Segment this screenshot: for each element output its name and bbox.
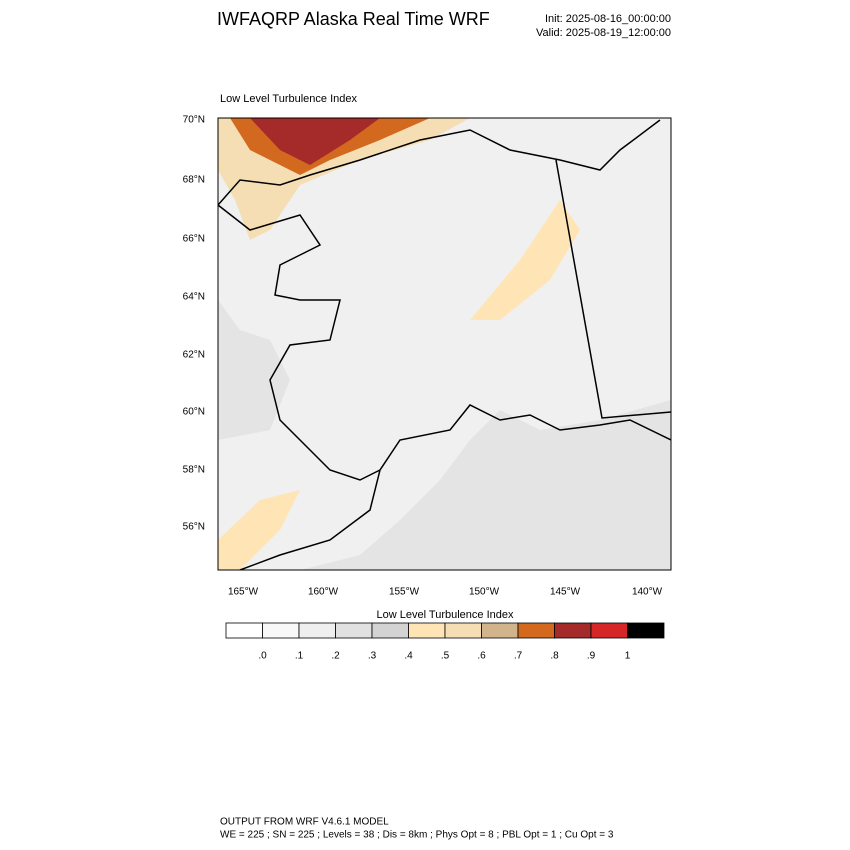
colorbar-label: .5 (441, 651, 450, 662)
lon-label: 160°W (308, 587, 339, 598)
colorbar-box (554, 622, 592, 639)
colorbar-box (627, 622, 665, 639)
lon-label: 165°W (228, 587, 259, 598)
colorbar-box (225, 622, 263, 639)
lat-label: 68°N (183, 175, 205, 186)
lat-label: 60°N (183, 407, 205, 418)
lon-label: 140°W (632, 587, 663, 598)
lon-label: 145°W (550, 587, 581, 598)
lat-label: 62°N (183, 350, 205, 361)
lat-label: 58°N (183, 465, 205, 476)
colorbar-box (481, 622, 519, 639)
valid-time: Valid: 2025-08-19_12:00:00 (536, 27, 671, 39)
colorbar-box (262, 622, 300, 639)
map-frame (217, 117, 672, 571)
colorbar-box (444, 622, 482, 639)
lon-label: 150°W (469, 587, 500, 598)
colorbar-box (371, 622, 409, 639)
turbulence-patch (218, 490, 300, 570)
colorbar-box (517, 622, 555, 639)
colorbar-box (335, 622, 373, 639)
lat-label: 70°N (183, 115, 205, 126)
turbulence-patch (470, 200, 580, 320)
colorbar-label: .9 (587, 651, 596, 662)
lat-label: 56°N (183, 522, 205, 533)
lon-label: 155°W (389, 587, 420, 598)
coastline (218, 119, 671, 570)
colorbar-box (298, 622, 336, 639)
colorbar-title: Low Level Turbulence Index (377, 609, 514, 621)
map-title: Low Level Turbulence Index (220, 93, 357, 105)
init-time: Init: 2025-08-16_00:00:00 (545, 13, 671, 25)
colorbar-label: .4 (404, 651, 413, 662)
title: IWFAQRP Alaska Real Time WRF (217, 9, 490, 29)
lat-label: 64°N (183, 292, 205, 303)
colorbar-label: .2 (331, 651, 340, 662)
footer-line: OUTPUT FROM WRF V4.6.1 MODEL (220, 817, 389, 828)
colorbar-box (408, 622, 446, 639)
turbulence-patch (250, 118, 380, 165)
map (218, 118, 671, 570)
colorbar-label: .1 (295, 651, 304, 662)
colorbar-label: .0 (258, 651, 267, 662)
lat-label: 66°N (183, 234, 205, 245)
colorbar-label: .8 (550, 651, 559, 662)
footer-line: WE = 225 ; SN = 225 ; Levels = 38 ; Dis … (220, 830, 614, 841)
colorbar-label: .7 (514, 651, 523, 662)
colorbar-label: 1 (625, 651, 631, 662)
colorbar-label: .3 (368, 651, 377, 662)
colorbar-label: .6 (477, 651, 486, 662)
colorbar-box (590, 622, 628, 639)
